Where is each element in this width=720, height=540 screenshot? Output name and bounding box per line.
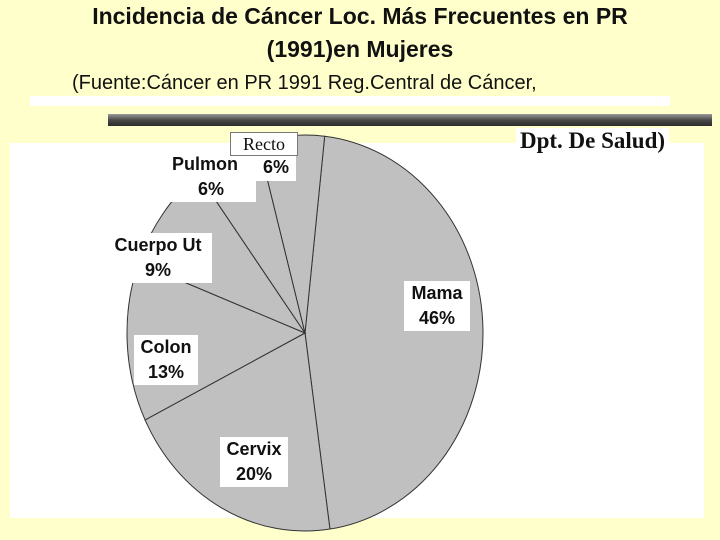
slice-label-recto-name: Recto xyxy=(230,132,298,156)
slice-label-cuerpo-ut: Cuerpo Ut 9% xyxy=(104,233,212,283)
slice-label-colon: Colon 13% xyxy=(134,335,198,385)
chart-title-line-2: (1991)en Mujeres xyxy=(266,36,454,62)
chart-subtitle: (Fuente:Cáncer en PR 1991 Reg.Central de… xyxy=(72,72,537,94)
slice-label-mama: Mama 46% xyxy=(404,281,470,331)
chart-title-line-1: Incidencia de Cáncer Loc. Más Frecuentes… xyxy=(92,3,628,29)
slice-label-pulmon: Pulmon 6% xyxy=(168,152,256,202)
slice-label-cervix: Cervix 20% xyxy=(220,437,288,487)
slice-label-recto-value: 6% xyxy=(256,155,296,181)
subtitle-highlight-band xyxy=(30,96,670,106)
divider-bar xyxy=(108,114,712,126)
chart-subtitle-suffix: Dpt. De Salud) xyxy=(516,128,670,154)
pie-slice-mama xyxy=(304,135,484,530)
